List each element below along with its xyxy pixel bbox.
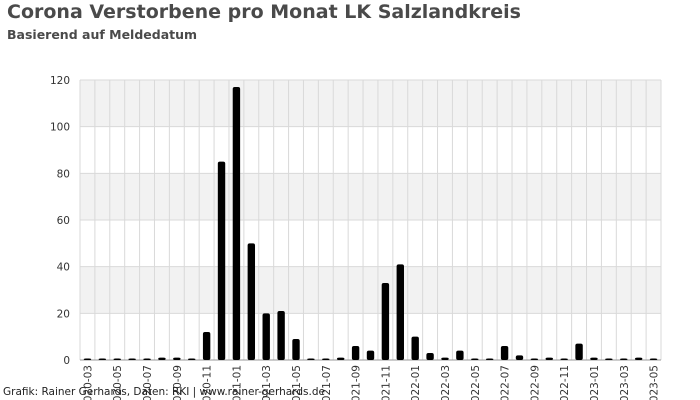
x-tick-label: 2020-05 <box>112 365 124 400</box>
bar <box>173 357 181 360</box>
bar <box>590 357 598 360</box>
bar <box>277 311 285 360</box>
y-tick-label: 20 <box>57 308 70 320</box>
x-tick-label: 2022-05 <box>470 365 482 400</box>
x-tick-label: 2023-03 <box>619 365 631 400</box>
bar <box>605 358 613 360</box>
y-tick-label: 60 <box>57 215 70 227</box>
bar <box>83 358 92 360</box>
bar <box>351 346 360 360</box>
grid-band <box>80 173 661 220</box>
x-tick-label: 2021-09 <box>351 365 363 400</box>
bar <box>515 355 524 360</box>
chart-title: Corona Verstorbene pro Monat LK Salzland… <box>7 1 521 23</box>
x-tick-label: 2023-05 <box>649 365 661 400</box>
y-tick-label: 100 <box>50 122 70 134</box>
bar <box>620 358 628 360</box>
bar <box>188 358 196 360</box>
bar <box>322 358 330 360</box>
y-tick-label: 80 <box>57 168 70 180</box>
grid-band <box>80 266 661 314</box>
x-tick-label: 2022-03 <box>440 365 452 400</box>
bar <box>545 357 553 360</box>
bar <box>307 358 315 360</box>
bar <box>575 343 583 360</box>
bar <box>247 243 256 360</box>
bar <box>262 313 270 360</box>
bar <box>381 283 390 360</box>
bar <box>128 358 136 360</box>
bar <box>396 264 404 360</box>
grid-band <box>80 220 661 267</box>
bar <box>426 353 434 360</box>
bar <box>471 358 479 360</box>
grid-band <box>80 80 661 127</box>
bar <box>634 357 643 360</box>
bar <box>232 87 241 360</box>
bar <box>411 336 419 360</box>
bar <box>217 161 226 360</box>
bar <box>143 358 151 360</box>
x-tick-label: 2020-07 <box>142 365 154 400</box>
bar <box>158 357 166 360</box>
bar <box>113 358 121 360</box>
x-tick-label: 2022-11 <box>559 365 571 400</box>
x-tick-label: 2021-03 <box>261 365 273 400</box>
x-tick-label: 2021-11 <box>380 365 392 400</box>
y-tick-label: 40 <box>57 262 70 274</box>
bar <box>560 358 568 360</box>
x-tick-label: 2021-05 <box>291 365 303 400</box>
bar <box>456 350 464 360</box>
bar <box>530 358 539 360</box>
bar <box>98 358 107 360</box>
bar <box>649 358 658 360</box>
x-tick-label: 2021-07 <box>321 365 333 400</box>
x-tick-label: 2022-09 <box>529 365 541 400</box>
x-tick-label: 2022-01 <box>410 365 422 400</box>
x-tick-label: 2020-11 <box>202 365 214 400</box>
x-tick-label: 2023-01 <box>589 365 601 400</box>
bar <box>441 357 449 360</box>
grid-band <box>80 126 661 174</box>
source-credit: Grafik: Rainer Gerhards, Daten: RKI | ww… <box>3 386 325 398</box>
bar <box>292 339 300 360</box>
bar <box>485 358 494 360</box>
y-tick-label: 0 <box>63 355 70 367</box>
y-tick-label: 120 <box>50 75 70 87</box>
bar <box>337 357 345 360</box>
bar <box>500 346 509 360</box>
x-tick-label: 2021-01 <box>231 365 243 400</box>
x-tick-label: 2020-09 <box>172 365 184 400</box>
x-tick-label: 2020-03 <box>82 365 94 400</box>
x-tick-label: 2022-07 <box>500 365 512 400</box>
bar <box>202 332 211 360</box>
bar <box>366 350 375 360</box>
chart-subtitle: Basierend auf Meldedatum <box>7 27 198 42</box>
